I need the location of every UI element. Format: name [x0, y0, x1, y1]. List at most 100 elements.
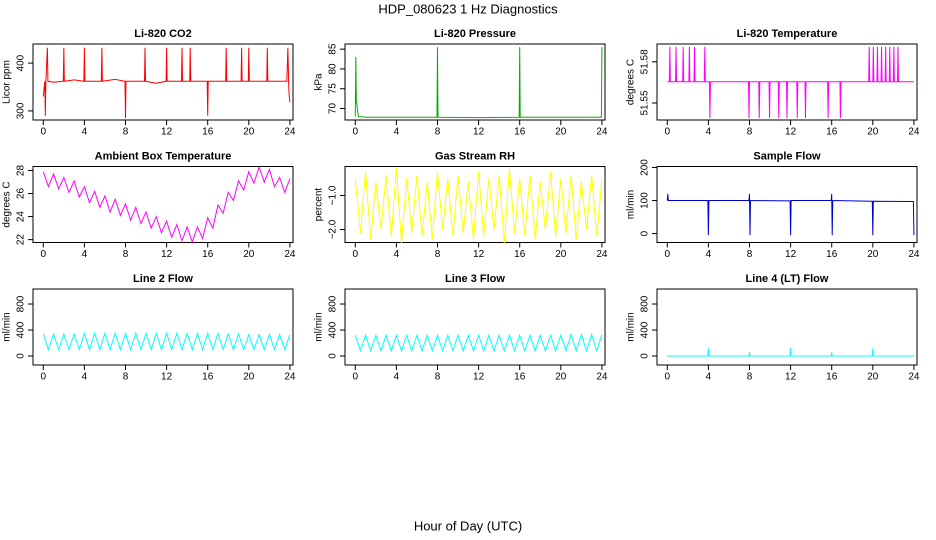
x-tick-label: 4	[706, 372, 712, 383]
x-tick-label: 16	[514, 127, 526, 138]
y-tick-label: 0	[16, 353, 27, 359]
x-tick-label: 8	[747, 372, 753, 383]
x-tick-label: 12	[473, 127, 485, 138]
y-axis-label: ml/min	[626, 190, 637, 219]
x-tick-label: 20	[555, 372, 567, 383]
x-tick-label: 24	[908, 249, 920, 260]
y-tick-label: −2.0	[328, 219, 339, 239]
x-tick-label: 8	[747, 127, 753, 138]
x-tick-label: 12	[785, 127, 797, 138]
y-axis-label: kPa	[314, 73, 325, 91]
plot-frame	[656, 288, 918, 366]
data-line	[667, 348, 914, 357]
x-tick-label: 8	[123, 372, 129, 383]
x-tick-label: 20	[867, 372, 879, 383]
x-tick-label: 0	[40, 249, 46, 260]
plot-frame	[656, 43, 918, 121]
data-line	[354, 168, 603, 244]
x-tick-label: 0	[352, 372, 358, 383]
x-tick-label: 16	[826, 372, 838, 383]
x-tick-label: 20	[867, 127, 879, 138]
data-line	[354, 47, 603, 119]
x-tick-label: 0	[352, 249, 358, 260]
panel-title: Ambient Box Temperature	[95, 150, 232, 162]
data-line	[42, 47, 291, 119]
x-tick-label: 24	[596, 127, 608, 138]
y-axis-label: ml/min	[626, 312, 637, 341]
y-tick-label: 22	[16, 234, 27, 246]
y-axis-label: degrees C	[626, 59, 637, 105]
x-tick-label: 4	[706, 127, 712, 138]
x-tick-label: 4	[82, 372, 88, 383]
x-tick-label: 20	[867, 249, 879, 260]
x-tick-label: 4	[706, 249, 712, 260]
x-tick-label: 0	[664, 249, 670, 260]
y-tick-label: 70	[328, 103, 339, 115]
x-tick-label: 8	[747, 249, 753, 260]
panel-title: Li-820 Pressure	[434, 28, 516, 40]
y-tick-label: 80	[328, 63, 339, 75]
x-tick-label: 16	[514, 249, 526, 260]
panel-title: Li-820 CO2	[134, 28, 191, 40]
x-tick-label: 20	[243, 372, 255, 383]
x-tick-label: 20	[243, 249, 255, 260]
y-tick-label: 0	[640, 230, 651, 236]
x-tick-label: 20	[555, 127, 567, 138]
plot-frame	[656, 166, 918, 243]
x-tick-label: 4	[82, 127, 88, 138]
x-tick-label: 8	[123, 127, 129, 138]
y-tick-label: 24	[16, 211, 27, 223]
y-axis-label: ml/min	[2, 312, 13, 341]
data-line	[42, 165, 291, 244]
plot-frame	[32, 288, 294, 366]
data-line	[667, 46, 914, 119]
x-tick-label: 4	[394, 249, 400, 260]
plot-frame	[344, 288, 606, 366]
x-tick-label: 24	[284, 372, 296, 383]
x-tick-label: 16	[826, 127, 838, 138]
x-tick-label: 0	[40, 372, 46, 383]
x-tick-label: 8	[435, 372, 441, 383]
x-tick-label: 16	[202, 127, 214, 138]
y-tick-label: 200	[640, 159, 651, 176]
plot-frame	[344, 166, 606, 243]
data-line	[354, 332, 603, 353]
x-tick-label: 12	[161, 127, 173, 138]
y-tick-label: 400	[16, 321, 27, 338]
y-axis-label: degrees C	[2, 181, 13, 227]
page-title: HDP_080623 1 Hz Diagnostics	[378, 1, 558, 16]
y-axis-label: ml/min	[314, 312, 325, 341]
panel-title: Line 3 Flow	[445, 273, 505, 285]
x-tick-label: 12	[473, 249, 485, 260]
y-tick-label: 400	[640, 321, 651, 338]
plot-frame	[32, 166, 294, 243]
x-tick-label: 12	[161, 249, 173, 260]
y-tick-label: 51.58	[640, 49, 651, 74]
data-line	[42, 331, 291, 352]
x-tick-label: 16	[826, 249, 838, 260]
y-tick-label: 85	[328, 43, 339, 55]
y-tick-label: 28	[16, 165, 27, 177]
y-tick-label: 300	[16, 102, 27, 119]
x-tick-label: 24	[284, 127, 296, 138]
data-line	[666, 193, 915, 236]
y-tick-label: 800	[640, 295, 651, 312]
y-tick-label: 100	[640, 192, 651, 209]
x-tick-label: 16	[514, 372, 526, 383]
x-tick-label: 0	[352, 127, 358, 138]
y-tick-label: 75	[328, 83, 339, 95]
y-axis-label: Licor ppm	[2, 60, 13, 104]
x-tick-label: 0	[664, 127, 670, 138]
plot-frame	[344, 43, 606, 121]
x-tick-label: 4	[394, 127, 400, 138]
y-tick-label: 800	[328, 295, 339, 312]
y-tick-label: 26	[16, 188, 27, 200]
x-tick-label: 12	[473, 372, 485, 383]
y-tick-label: 0	[328, 353, 339, 359]
panel-title: Li-820 Temperature	[737, 28, 838, 40]
x-tick-label: 20	[555, 249, 567, 260]
y-tick-label: 51.55	[640, 90, 651, 115]
x-tick-label: 0	[40, 127, 46, 138]
x-tick-label: 24	[596, 249, 608, 260]
